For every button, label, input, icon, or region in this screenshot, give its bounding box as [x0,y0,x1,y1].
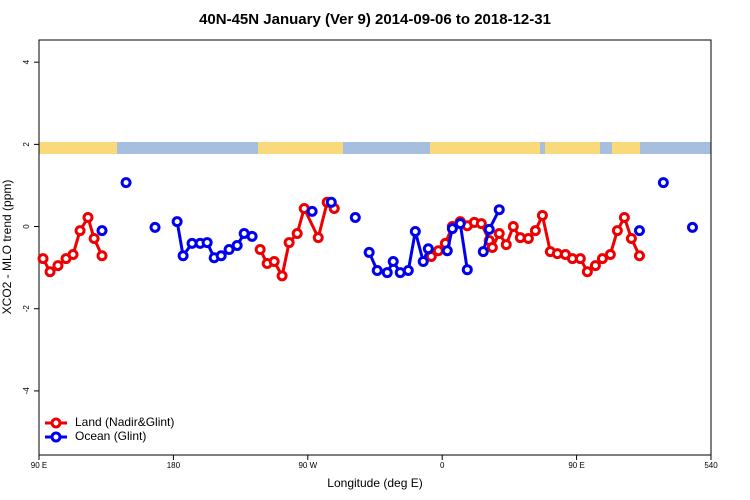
data-point [604,248,616,260]
data-point [96,225,108,237]
legend-label: Land (Nadir&Glint) [75,415,174,429]
data-point [276,270,288,282]
data-point [441,245,453,257]
x-axis-label: Longitude (deg E) [327,476,422,490]
data-point [402,265,414,277]
x-tick-label: 90 E [568,461,584,470]
data-point [522,232,534,244]
data-point [581,266,593,278]
x-tick-label: 90 E [31,461,47,470]
data-point [422,243,434,255]
data-point [633,250,645,262]
data-point [171,216,183,228]
data-point [611,225,623,237]
data-point [120,177,132,189]
data-point [325,196,337,208]
data-point [409,225,421,237]
data-point [268,255,280,267]
data-point [37,253,49,265]
data-point [477,246,489,258]
data-point [417,255,429,267]
data-point [475,218,487,230]
data-point [381,267,393,279]
y-axis-label: XCO2 - MLO trend (ppm) [0,180,14,315]
data-point [486,242,498,253]
data-point [283,237,295,249]
data-point [493,228,505,240]
y-tick-label: 2 [22,142,31,147]
y-tick-label: -4 [22,387,31,395]
data-point [371,265,383,277]
data-point [461,264,473,276]
data-point [536,209,548,221]
data-point [215,250,227,262]
x-tick-label: 180 [167,461,181,470]
data-point [74,225,86,237]
data-point [201,237,213,249]
data-point [246,230,258,242]
data-point [82,212,94,224]
data-point [312,232,324,244]
data-point [88,232,100,244]
x-tick-label: 90 W [298,461,317,470]
data-point [625,232,637,244]
data-point [686,221,698,233]
legend-marker [50,431,62,443]
data-point [633,225,645,237]
data-point [306,205,318,217]
y-tick-label: 4 [22,59,31,64]
data-point [149,221,161,233]
data-point [349,212,361,224]
data-point [44,266,56,278]
data-point [254,244,266,256]
data-point [596,253,608,265]
data-point [223,244,235,256]
legend: Land (Nadir&Glint)Ocean (Glint) [45,415,174,443]
legend-marker [50,417,62,429]
data-point [507,221,519,233]
data-point [657,177,669,189]
data-point [432,245,444,257]
data-point [500,239,512,251]
data-point [177,250,189,262]
data-point [96,250,108,262]
chart-title: 40N-45N January (Ver 9) 2014-09-06 to 20… [199,11,551,28]
data-point [231,239,243,251]
data-point [493,204,505,216]
land-mask-strip [39,142,711,154]
data-point [387,255,399,267]
data-point [67,248,79,260]
data-point [291,228,303,240]
data-point [483,223,495,235]
data-point [618,212,630,224]
y-tick-label: -2 [22,305,31,313]
data-point [446,223,458,235]
x-tick-label: 540 [704,461,718,470]
data-point [589,260,601,272]
data-point [52,260,64,272]
data-point [574,253,586,265]
x-tick-label: 0 [440,461,445,470]
y-tick-label: 0 [22,224,31,229]
data-point [363,246,375,258]
legend-label: Ocean (Glint) [75,429,146,443]
data-point [529,225,541,237]
plot-frame [38,39,712,456]
data-point [454,218,466,230]
